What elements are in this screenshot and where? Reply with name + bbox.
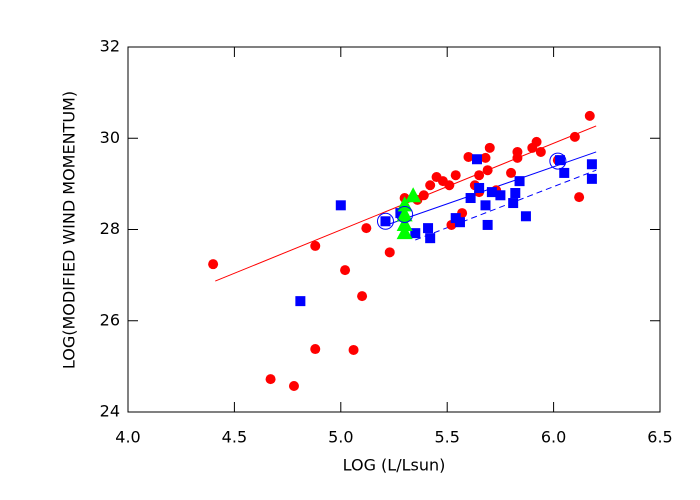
point [425, 233, 436, 244]
point [425, 180, 436, 191]
point [471, 154, 482, 165]
x-tick-label: 4.5 [222, 428, 247, 447]
point [396, 215, 413, 231]
point [444, 180, 455, 191]
point-ring [549, 152, 567, 170]
point [480, 200, 491, 211]
point [569, 131, 580, 142]
y-tick-label: 32 [100, 37, 120, 56]
point [295, 296, 306, 307]
point [450, 170, 461, 181]
point [423, 223, 434, 234]
point [535, 146, 546, 157]
point [357, 291, 368, 302]
point [418, 190, 429, 201]
x-tick-label: 6.0 [541, 428, 566, 447]
point [463, 151, 474, 162]
point [480, 152, 491, 163]
point [348, 344, 359, 355]
point [405, 187, 422, 203]
point [514, 176, 525, 187]
point [396, 206, 413, 222]
point [512, 152, 523, 163]
point [482, 165, 493, 176]
point [208, 259, 219, 270]
point [335, 200, 346, 211]
x-tick-label: 5.5 [434, 428, 459, 447]
y-tick-label: 28 [100, 219, 120, 238]
point [454, 217, 465, 228]
point [484, 142, 495, 153]
point [584, 110, 595, 121]
point [574, 192, 585, 203]
x-tick-label: 4.0 [115, 428, 140, 447]
point [554, 155, 565, 166]
point [384, 247, 395, 258]
point [510, 188, 521, 198]
point [465, 193, 476, 204]
point [396, 224, 413, 240]
point [586, 173, 597, 184]
point [361, 223, 372, 234]
point [531, 136, 542, 147]
point [310, 240, 321, 251]
point [586, 159, 597, 170]
x-axis-label: LOG (L/Lsun) [343, 456, 446, 475]
point [340, 265, 351, 276]
point [486, 187, 497, 198]
point [474, 170, 485, 181]
point [310, 344, 321, 355]
point [495, 190, 506, 201]
x-tick-label: 5.0 [328, 428, 353, 447]
point [559, 167, 570, 178]
point [380, 216, 391, 227]
point [410, 228, 421, 239]
point [506, 167, 517, 178]
y-tick-label: 30 [100, 128, 120, 147]
point [508, 198, 519, 209]
point-ring [396, 205, 414, 223]
y-axis-label: LOG(MODIFIED WIND MOMENTUM) [60, 91, 79, 369]
point [520, 211, 531, 222]
point [395, 208, 406, 219]
x-tick-label: 6.5 [647, 428, 672, 447]
point-ring [376, 212, 394, 230]
y-tick-label: 26 [100, 310, 120, 329]
plot-frame [127, 46, 661, 413]
point [288, 380, 299, 391]
point [482, 219, 493, 230]
fit-line [415, 169, 597, 241]
y-tick-label: 24 [100, 402, 120, 421]
point [474, 182, 485, 193]
point [265, 374, 276, 385]
